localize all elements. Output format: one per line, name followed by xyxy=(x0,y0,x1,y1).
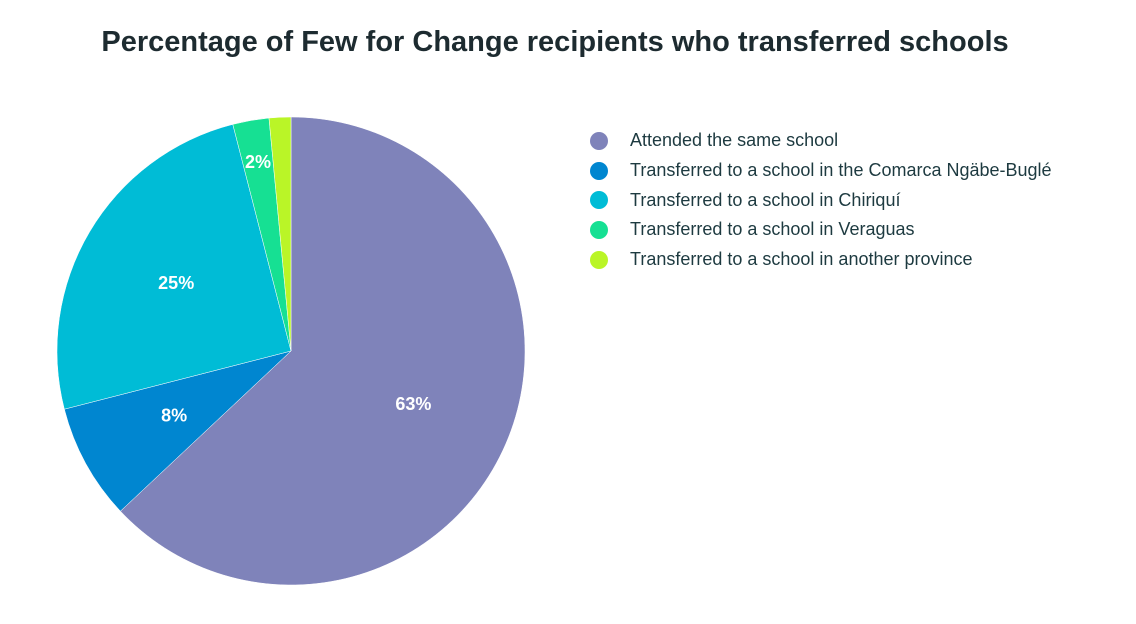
legend-swatch xyxy=(590,191,608,210)
legend-swatch xyxy=(590,161,608,180)
legend-label: Transferred to a school in the Comarca N… xyxy=(630,160,1052,181)
pie-slice-4 xyxy=(268,116,292,352)
pie-slice-label-2: 25% xyxy=(158,273,194,293)
legend-label: Transferred to a school in another provi… xyxy=(630,249,973,270)
pie-slice-label-0: 63% xyxy=(395,394,431,414)
legend-item-1: Transferred to a school in the Comarca N… xyxy=(590,156,1052,186)
legend-label: Transferred to a school in Veraguas xyxy=(630,219,915,240)
pie-slice-1 xyxy=(64,350,292,512)
legend-swatch xyxy=(590,131,608,150)
legend-swatch xyxy=(590,250,608,269)
legend-item-2: Transferred to a school in Chiriquí xyxy=(590,185,1052,215)
pie-chart: 63% 8% 25% 2% xyxy=(56,116,526,586)
legend-label: Attended the same school xyxy=(630,130,839,151)
legend-swatch xyxy=(590,220,608,239)
pie-slice-label-1: 8% xyxy=(161,405,187,425)
pie-slice-2 xyxy=(56,124,292,410)
legend-item-3: Transferred to a school in Veraguas xyxy=(590,215,1052,245)
legend-item-0: Attended the same school xyxy=(590,126,1052,156)
pie-slice-label-3: 2% xyxy=(245,152,271,172)
legend-item-4: Transferred to a school in another provi… xyxy=(590,245,1052,275)
legend: Attended the same school Transferred to a… xyxy=(590,126,1052,274)
pie-slice-0 xyxy=(120,116,526,586)
chart-title: Percentage of Few for Change recipients … xyxy=(101,26,1009,58)
legend-label: Transferred to a school in Chiriquí xyxy=(630,189,901,210)
